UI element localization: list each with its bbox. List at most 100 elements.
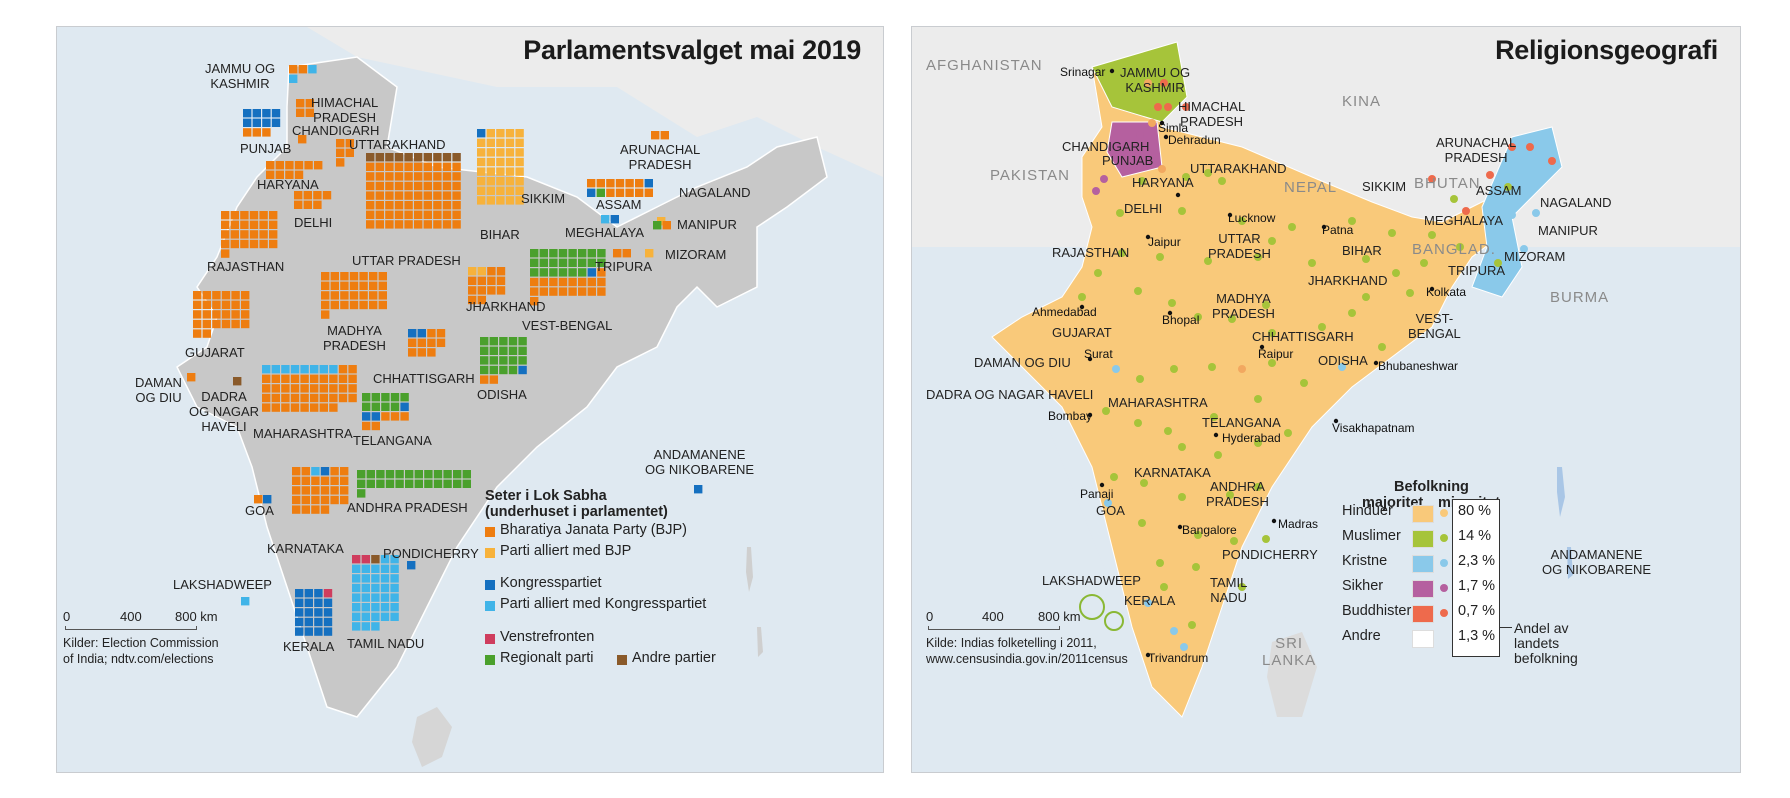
seat-square: [380, 612, 390, 621]
sri-lanka: [1267, 632, 1317, 717]
label-delhi: DELHI: [294, 215, 333, 230]
seat-square: [390, 412, 400, 421]
seat-square: [359, 272, 368, 281]
label-mizoram: MIZORAM: [665, 247, 727, 262]
seat-square: [596, 188, 605, 197]
seat-square: [241, 310, 250, 319]
religion-dot: [1268, 359, 1276, 367]
seat-square: [427, 329, 436, 338]
city-marker: [1333, 418, 1339, 424]
city-marker: [1087, 412, 1093, 418]
seat-square: [443, 479, 452, 488]
label-mizoram: MIZORAM: [1504, 249, 1566, 264]
seat-square: [271, 365, 280, 374]
seat-square: [352, 622, 361, 631]
religion-dot: [1526, 143, 1534, 151]
legend-minority-dot: [1440, 559, 1448, 567]
seat-square: [433, 181, 442, 191]
label-maharashtra: MAHARASHTRA: [253, 426, 353, 441]
seat-square: [477, 186, 486, 195]
label-tripura: TRIPURA: [1448, 263, 1506, 278]
seat-square: [290, 384, 300, 393]
seat-square: [187, 373, 196, 382]
seat-square: [549, 287, 558, 296]
seat-square: [369, 291, 378, 300]
seat-square: [314, 598, 323, 607]
seat-square: [385, 479, 395, 488]
seat-square: [597, 268, 606, 277]
seat-square: [376, 479, 385, 488]
legend-bjp-allied: Parti alliert med BJP: [500, 543, 632, 559]
religion-dot: [1502, 235, 1510, 243]
city-lucknow: Lucknow: [1228, 211, 1276, 225]
label-daman: DAMAN OG DIU: [135, 375, 182, 405]
religion-dot: [1508, 211, 1516, 219]
label-odisha: ODISHA: [477, 387, 527, 402]
label-nagaland: NAGALAND: [679, 185, 751, 200]
seat-square: [241, 597, 250, 606]
legend-swatch-congress: [485, 580, 495, 590]
label-rajasthan: RAJASTHAN: [1052, 245, 1130, 260]
seat-square: [252, 118, 261, 127]
seat-square: [366, 172, 375, 181]
sea-area: [912, 357, 1740, 772]
label-punjab: PUNJAB: [240, 141, 292, 156]
seat-square: [530, 268, 539, 277]
legend-majority-swatch: [1412, 630, 1434, 648]
legend-share-note: Andel av landets befolkning: [1514, 620, 1578, 666]
seat-square: [269, 239, 278, 249]
religion-dot: [1238, 583, 1246, 591]
seat-square: [395, 470, 404, 479]
seat-square: [578, 258, 587, 267]
seat-square: [249, 211, 259, 220]
seat-square: [508, 365, 518, 375]
legend-share-arrow: [1500, 627, 1512, 628]
label-andaman: ANDAMANENE OG NIKOBARENE: [645, 447, 755, 477]
legend-majority-swatch: [1412, 505, 1434, 523]
seat-square: [193, 300, 202, 309]
seat-square: [349, 272, 359, 281]
scale-bar: [928, 626, 1060, 630]
seat-square: [499, 365, 508, 375]
seat-square: [505, 196, 515, 205]
seat-square: [349, 291, 359, 300]
label-dadra: DADRA OG NAGAR HAVELI: [189, 389, 260, 434]
religion-dot: [1494, 259, 1502, 267]
seat-square: [304, 598, 313, 607]
label-karnataka: KARNATAKA: [267, 541, 344, 556]
seat-square: [230, 220, 239, 229]
religion-dot: [1122, 141, 1130, 149]
seat-square: [568, 287, 577, 296]
seat-square: [241, 300, 250, 309]
religion-dot: [1268, 329, 1276, 337]
seat-square: [400, 402, 409, 411]
seat-square: [352, 555, 361, 564]
seat-square: [477, 286, 486, 295]
seat-square: [442, 181, 452, 191]
seat-square: [427, 348, 436, 357]
seat-square: [338, 384, 348, 393]
label-chandigarh: CHANDIGARH: [292, 123, 380, 138]
seat-square: [505, 129, 515, 138]
seat-square: [407, 561, 416, 570]
legend-minority-dot: [1440, 634, 1448, 642]
seat-square: [414, 201, 423, 210]
city-bhopal: Bhopal: [1162, 313, 1200, 327]
seat-square: [311, 467, 320, 476]
seat-square: [499, 337, 508, 346]
seat-square: [587, 258, 596, 267]
label-andaman: ANDAMANENE OG NIKOBARENE: [1542, 547, 1652, 577]
religion-dot: [1136, 375, 1144, 383]
seat-square: [310, 365, 319, 374]
label-haryana: HARYANA: [1132, 175, 1194, 190]
seat-square: [202, 310, 211, 319]
seat-square: [352, 593, 361, 602]
seat-square: [281, 374, 290, 383]
seat-square: [262, 365, 271, 374]
seat-square: [390, 574, 399, 583]
religion-dot: [1318, 323, 1326, 331]
label-madhya: MADHYA PRADESH: [1212, 291, 1275, 321]
religion-dot: [1268, 237, 1276, 245]
seat-square: [390, 555, 399, 564]
seat-square: [366, 181, 375, 191]
